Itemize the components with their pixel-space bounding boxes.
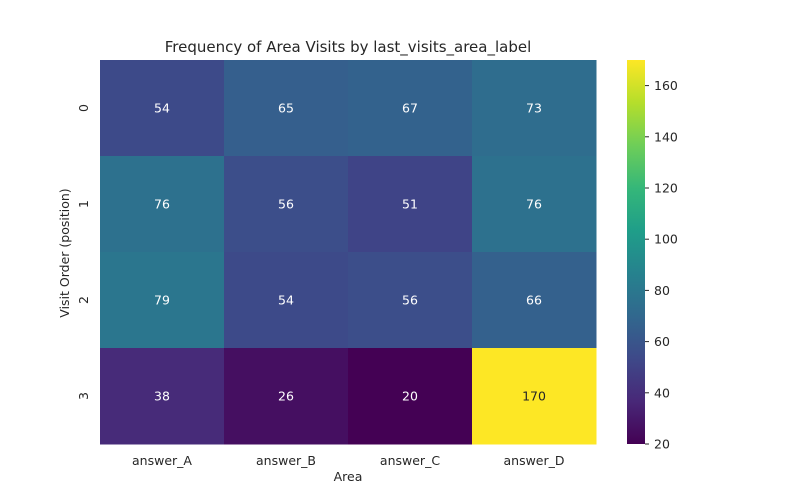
heatmap-cell (472, 156, 597, 253)
heatmap-cell (348, 252, 473, 349)
x-tick-label: answer_D (503, 453, 564, 468)
heatmap-cell (100, 156, 225, 253)
cell-value-label: 56 (278, 197, 294, 212)
heatmap-cell (224, 348, 349, 445)
y-tick-label: 0 (76, 104, 91, 112)
y-axis-label: Visit Order (position) (57, 188, 72, 317)
cell-value-label: 73 (526, 101, 542, 116)
colorbar-tick-label: 60 (654, 334, 670, 349)
cell-value-label: 79 (154, 293, 170, 308)
colorbar-tick-label: 160 (654, 78, 678, 93)
x-tick-label: answer_C (380, 453, 440, 468)
cell-value-label: 170 (522, 389, 546, 404)
colorbar-tick-label: 140 (654, 129, 678, 144)
colorbar-tick-label: 120 (654, 181, 678, 196)
heatmap-cell (100, 348, 225, 445)
cell-value-label: 54 (278, 293, 294, 308)
heatmap-cell (100, 252, 225, 349)
heatmap-cell (472, 348, 597, 445)
heatmap-cell (472, 252, 597, 349)
cell-value-label: 76 (154, 197, 170, 212)
cell-value-label: 76 (526, 197, 542, 212)
heatmap-cell (348, 348, 473, 445)
y-tick-label: 2 (76, 296, 91, 304)
colorbar: 20 40 60 80 100 120 140 160 (627, 60, 678, 452)
cell-value-label: 54 (154, 101, 170, 116)
colorbar-tick-label: 80 (654, 283, 670, 298)
colorbar-tick-label: 100 (654, 232, 678, 247)
cell-value-label: 51 (402, 197, 418, 212)
colorbar-tick-label: 20 (654, 437, 670, 452)
x-axis-label: Area (334, 469, 363, 484)
cell-value-label: 26 (278, 389, 294, 404)
y-tick-label: 3 (76, 392, 91, 400)
heatmap-cell (224, 252, 349, 349)
cell-value-label: 65 (278, 101, 294, 116)
colorbar-gradient (627, 60, 645, 444)
cell-value-label: 67 (402, 101, 418, 116)
cell-value-label: 20 (402, 389, 418, 404)
cell-value-label: 66 (526, 293, 542, 308)
x-tick-label: answer_B (256, 453, 316, 468)
cell-value-label: 38 (154, 389, 170, 404)
colorbar-tick-label: 40 (654, 385, 670, 400)
y-axis-ticks: 0 1 2 3 (76, 104, 91, 400)
heatmap-cell (224, 156, 349, 253)
heatmap-cells: 54 65 67 73 76 56 51 76 79 54 56 66 38 26 20 170 (100, 60, 597, 445)
heatmap-cell (100, 60, 225, 157)
heatmap-cell (224, 60, 349, 157)
x-tick-label: answer_A (132, 453, 192, 468)
heatmap-cell (348, 156, 473, 253)
chart-title: Frequency of Area Visits by last_visits_… (165, 38, 532, 57)
cell-value-label: 56 (402, 293, 418, 308)
heatmap-cell (348, 60, 473, 157)
heatmap-cell (472, 60, 597, 157)
x-axis-ticks: answer_A answer_B answer_C answer_D (132, 453, 564, 468)
y-tick-label: 1 (76, 200, 91, 208)
